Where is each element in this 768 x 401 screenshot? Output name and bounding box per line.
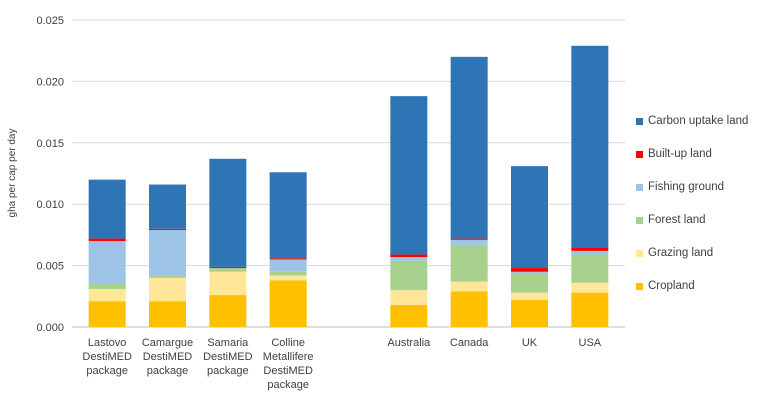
- legend-label: Grazing land: [648, 247, 714, 259]
- legend-item: Grazing land: [636, 247, 713, 259]
- y-tick-label: 0.005: [36, 261, 64, 273]
- legend-swatch: [636, 249, 643, 257]
- y-tick-label: 0.010: [36, 199, 64, 211]
- bar-segment-fishing-ground: [511, 271, 548, 273]
- bar-segment-fishing-ground: [269, 259, 307, 272]
- bar-segment-cropland: [390, 304, 428, 327]
- bar-segment-carbon-uptake-land: [390, 96, 428, 255]
- legend-swatch: [636, 150, 643, 158]
- bar-segment-fishing-ground: [88, 241, 126, 285]
- bar-segment-grazing-land: [88, 288, 126, 302]
- bar-segment-grazing-land: [450, 281, 488, 292]
- legend-label: Fishing ground: [648, 181, 725, 193]
- x-tick-label: USA: [578, 337, 602, 349]
- bar-segment-grazing-land: [269, 275, 307, 281]
- y-tick-label: 0.020: [36, 76, 64, 88]
- bar-segment-forest-land: [209, 268, 247, 272]
- legend-label: Forest land: [648, 214, 706, 226]
- bar-segment-forest-land: [511, 272, 548, 293]
- bar-segment-grazing-land: [149, 277, 186, 302]
- legend-swatch: [636, 183, 643, 191]
- bar-segment-forest-land: [88, 284, 126, 289]
- legend-label: Built-up land: [648, 148, 712, 160]
- bar-segment-fishing-ground: [149, 229, 186, 276]
- bar-segment-forest-land: [571, 254, 609, 283]
- bar-segment-carbon-uptake-land: [88, 179, 126, 239]
- bar-segment-fishing-ground: [571, 250, 609, 255]
- bar-segment-carbon-uptake-land: [571, 45, 609, 248]
- legend-label: Carbon uptake land: [648, 115, 749, 127]
- bar-segment-built-up-land: [149, 228, 186, 230]
- bar-segment-cropland: [88, 301, 126, 327]
- bar-segment-carbon-uptake-land: [149, 184, 186, 229]
- bar-segment-cropland: [149, 301, 186, 327]
- bar-segment-carbon-uptake-land: [450, 56, 488, 239]
- bar-segment-built-up-land: [209, 266, 247, 269]
- x-tick-label: UK: [521, 337, 538, 349]
- bar-segment-cropland: [571, 292, 609, 327]
- bar-segment-cropland: [209, 295, 247, 327]
- legend-label: Cropland: [648, 280, 695, 292]
- bar-segment-cropland: [269, 280, 307, 327]
- legend-swatch: [636, 117, 643, 125]
- bar-segment-built-up-land: [390, 254, 428, 258]
- bar-segment-built-up-land: [269, 258, 307, 260]
- bar-segment-built-up-land: [88, 238, 126, 242]
- x-tick-label: Samaria DestiMED package: [203, 337, 253, 377]
- bar-segment-cropland: [450, 291, 488, 327]
- bar-segment-grazing-land: [390, 290, 428, 305]
- bar-segment-built-up-land: [450, 238, 488, 240]
- bar-segment-forest-land: [390, 260, 428, 291]
- bar-segment-forest-land: [269, 271, 307, 276]
- bar-segment-cropland: [511, 299, 548, 327]
- legend-item: Carbon uptake land: [636, 115, 748, 127]
- legend-swatch: [636, 216, 643, 224]
- x-tick-label: Lastovo DestiMED package: [82, 337, 132, 377]
- bar-segment-grazing-land: [209, 271, 247, 296]
- legend-item: Fishing ground: [636, 181, 724, 193]
- bar-segment-built-up-land: [571, 247, 609, 251]
- legend-item: Cropland: [636, 280, 695, 292]
- bar-segment-built-up-land: [511, 268, 548, 272]
- bar-segment-carbon-uptake-land: [511, 166, 548, 269]
- legend-item: Built-up land: [636, 148, 712, 160]
- bar-segment-forest-land: [149, 275, 186, 278]
- y-tick-label: 0.015: [36, 138, 64, 150]
- bar-segment-grazing-land: [571, 282, 609, 293]
- bar-segment-forest-land: [450, 244, 488, 282]
- y-tick-label: 0.025: [36, 15, 64, 27]
- bar-segment-fishing-ground: [390, 257, 428, 261]
- x-tick-label: Canada: [449, 337, 489, 349]
- bar-segment-grazing-land: [511, 292, 548, 300]
- y-tick-label: 0.000: [36, 322, 64, 334]
- y-axis-label: gha per cap per day: [7, 129, 18, 218]
- legend-swatch: [636, 282, 643, 290]
- bar-segment-carbon-uptake-land: [269, 172, 307, 259]
- x-tick-label: Colline Metallifere DestiMED package: [262, 337, 314, 391]
- x-tick-label: Australia: [387, 337, 431, 349]
- bar-segment-fishing-ground: [450, 239, 488, 245]
- legend-item: Forest land: [636, 214, 706, 226]
- bar-segment-carbon-uptake-land: [209, 158, 247, 267]
- x-tick-label: Camargue DestiMED package: [141, 337, 194, 377]
